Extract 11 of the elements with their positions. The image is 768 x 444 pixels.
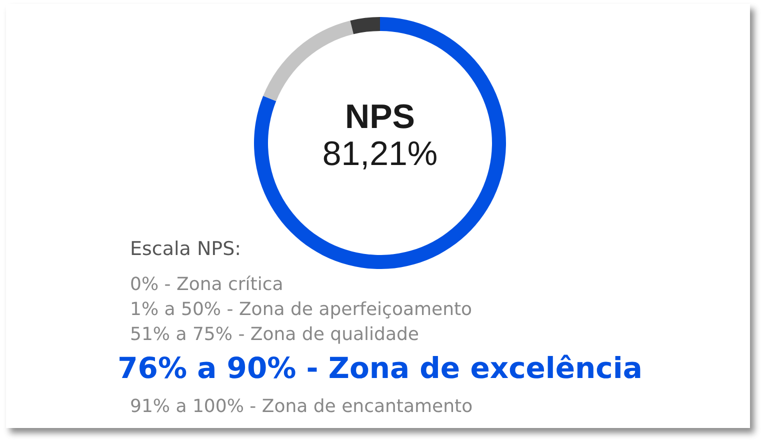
donut-slice — [254, 17, 506, 269]
text: 91% a 100% - Zona de encantamento — [130, 396, 473, 417]
text: 0% - Zona crítica — [130, 274, 284, 295]
donut-slice — [263, 20, 354, 102]
text: NPS — [345, 98, 415, 136]
text: 81,21% — [322, 135, 438, 173]
text: 1% a 50% - Zona de aperfeiçoamento — [130, 299, 472, 320]
text: 51% a 75% - Zona de qualidade — [130, 324, 419, 345]
donut-slice — [350, 17, 380, 34]
text: 76% a 90% - Zona de excelência — [118, 351, 642, 385]
text: Escala NPS: — [130, 238, 242, 260]
